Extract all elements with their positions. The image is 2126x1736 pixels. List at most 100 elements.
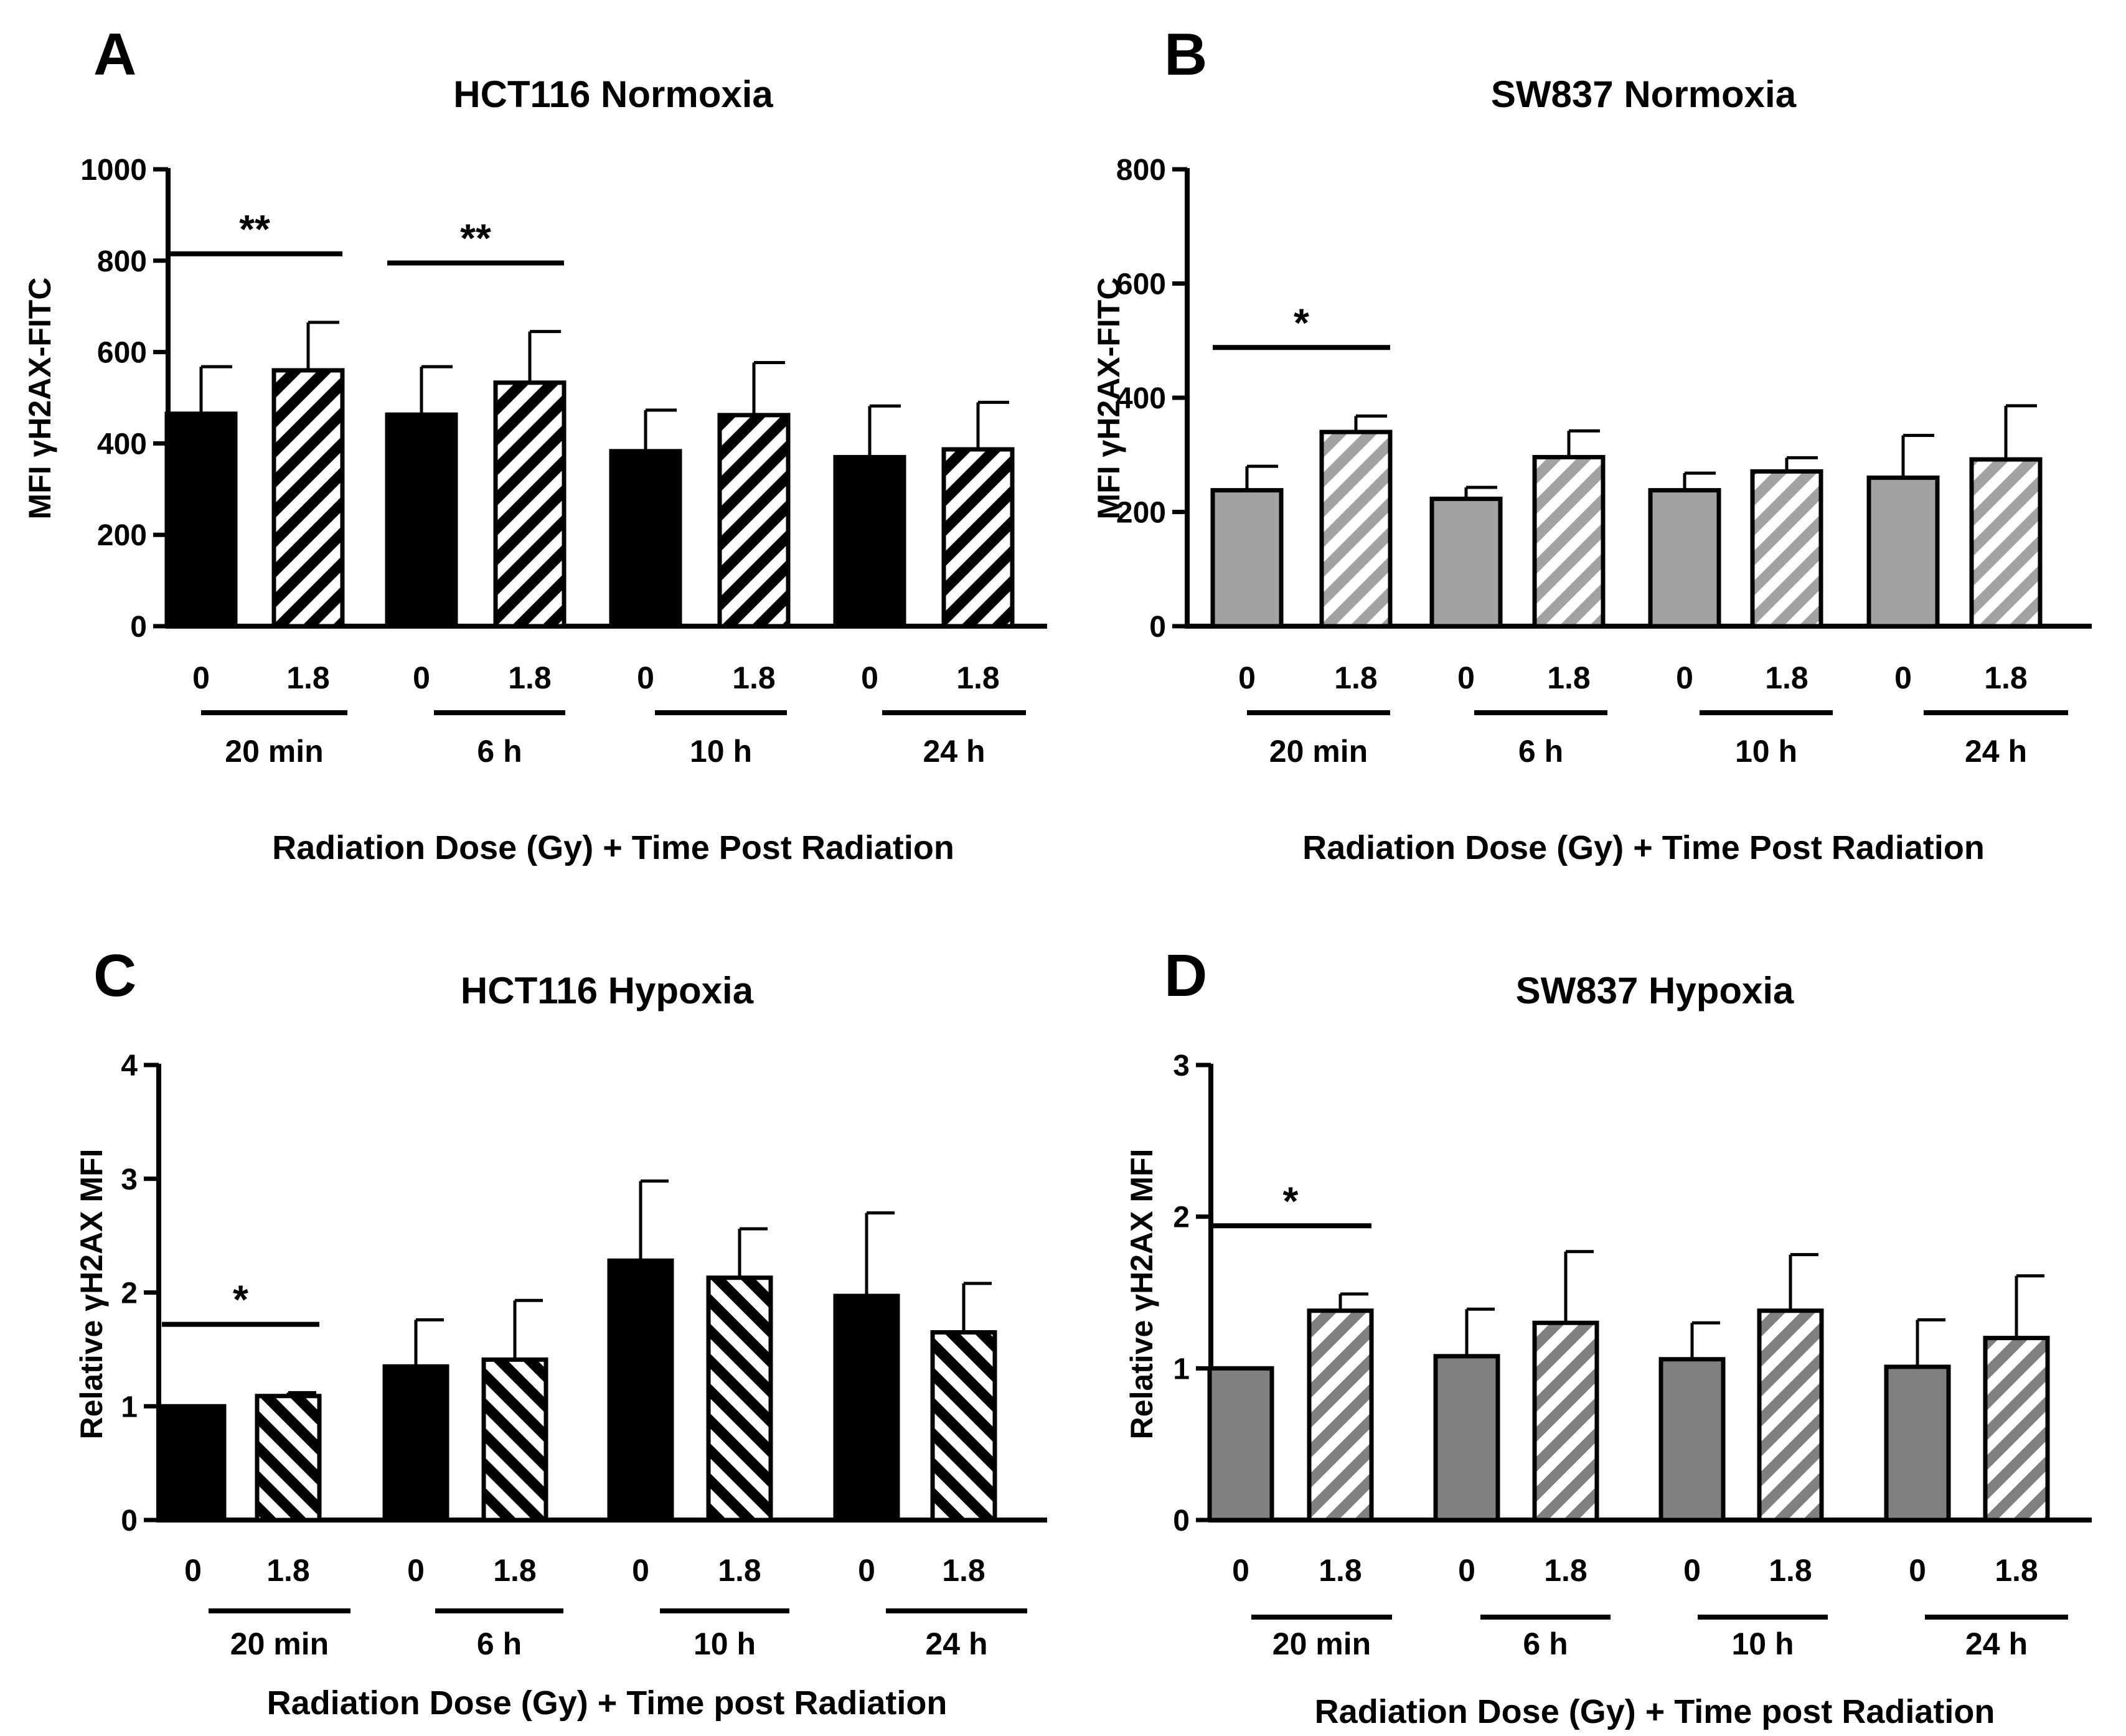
x-tick-label: 1.8 — [1995, 1553, 2038, 1588]
bar-dose-0 — [382, 1364, 449, 1523]
y-tick-label: 600 — [1116, 268, 1166, 301]
bar-dose-0 — [1648, 488, 1721, 629]
x-axis-label: Radiation Dose (Gy) + Time Post Radiatio… — [1302, 829, 1985, 866]
significance-label: ** — [239, 207, 270, 251]
chart-title: SW837 Normoxia — [1491, 73, 1797, 115]
y-tick-label: 200 — [97, 519, 147, 552]
group-label: 20 min — [1272, 1626, 1371, 1661]
chart-title: HCT116 Normoxia — [453, 73, 773, 115]
bar-dose-0 — [1658, 1357, 1726, 1523]
bar-dose-1-8 — [717, 413, 791, 629]
x-axis-label: Radiation Dose (Gy) + Time post Radiatio… — [1315, 1693, 1995, 1730]
bar-dose-0 — [385, 412, 458, 629]
y-tick-label: 4 — [121, 1049, 138, 1082]
x-tick-label: 1.8 — [508, 660, 552, 695]
group-label: 20 min — [225, 734, 323, 769]
x-tick-label: 0 — [861, 660, 878, 695]
x-tick-label: 0 — [1458, 1553, 1475, 1588]
bar-dose-0 — [1207, 1366, 1274, 1523]
x-tick-label: 0 — [413, 660, 430, 695]
x-tick-label: 0 — [192, 660, 210, 695]
bar-dose-0 — [1884, 1364, 1951, 1523]
x-tick-label: 1.8 — [493, 1553, 537, 1588]
x-tick-label: 1.8 — [1984, 660, 2028, 695]
x-tick-label: 0 — [1457, 660, 1475, 695]
x-tick-label: 1.8 — [942, 1553, 985, 1588]
bar-dose-1-8 — [1750, 469, 1823, 629]
x-tick-label: 0 — [407, 1553, 425, 1588]
x-tick-label: 1.8 — [1544, 1553, 1587, 1588]
bar-dose-0 — [607, 1258, 674, 1523]
bar-dose-1-8 — [255, 1394, 322, 1523]
y-tick-label: 1 — [1173, 1353, 1190, 1386]
panel-letter: C — [93, 942, 136, 1009]
y-tick-label: 400 — [97, 428, 147, 461]
x-tick-label: 0 — [1676, 660, 1693, 695]
x-tick-label: 1.8 — [286, 660, 330, 695]
group-label: 6 h — [477, 1626, 522, 1661]
panel-c: C HCT116 Hypoxia 0 1 2 3 4 Relative γH2AX MFI 0 1… — [74, 942, 1047, 1722]
x-tick-label: 1.8 — [266, 1553, 310, 1588]
x-tick-label: 0 — [1232, 1553, 1249, 1588]
group-label: 10 h — [690, 734, 752, 769]
x-tick-label: 1.8 — [1765, 660, 1809, 695]
y-tick-label: 2 — [121, 1277, 138, 1310]
y-tick-label: 3 — [121, 1163, 138, 1196]
bar-dose-1-8 — [481, 1357, 548, 1523]
x-tick-label: 1.8 — [1319, 1553, 1362, 1588]
y-tick-label: 2 — [1173, 1201, 1190, 1234]
x-axis-label: Radiation Dose (Gy) + Time Post Radiatio… — [272, 829, 954, 866]
bar-dose-0 — [609, 449, 682, 629]
bar-dose-0 — [1866, 475, 1940, 629]
bar-dose-0 — [159, 1404, 227, 1523]
y-tick-label: 800 — [1116, 154, 1166, 187]
x-tick-label: 0 — [1894, 660, 1912, 695]
group-label: 10 h — [694, 1626, 756, 1661]
y-tick-label: 0 — [121, 1504, 138, 1537]
chart-title: SW837 Hypoxia — [1516, 970, 1794, 1011]
bar-dose-1-8 — [1532, 1320, 1599, 1523]
bar-dose-0 — [1433, 1354, 1500, 1523]
x-tick-label: 1.8 — [1769, 1553, 1812, 1588]
y-axis-label: MFI γH2AX-FITC — [1091, 278, 1126, 520]
y-axis-label: Relative γH2AX MFI — [1124, 1149, 1159, 1440]
y-axis-label: Relative γH2AX MFI — [74, 1149, 109, 1440]
bar-dose-1-8 — [1983, 1336, 2050, 1523]
significance-label: * — [233, 1277, 248, 1322]
y-axis-label: MFI γH2AX-FITC — [22, 278, 57, 520]
bar-dose-0 — [1429, 496, 1503, 629]
x-tick-label: 0 — [632, 1553, 649, 1588]
x-tick-label: 0 — [1238, 660, 1256, 695]
bar-dose-1-8 — [941, 447, 1015, 629]
group-label: 24 h — [923, 734, 985, 769]
group-label: 6 h — [1523, 1626, 1568, 1661]
x-tick-label: 1.8 — [732, 660, 776, 695]
significance-label: * — [1283, 1178, 1299, 1223]
x-tick-label: 1.8 — [1334, 660, 1378, 695]
group-label: 6 h — [477, 734, 522, 769]
y-tick-label: 0 — [1149, 611, 1166, 644]
x-tick-label: 0 — [637, 660, 654, 695]
significance-label: * — [1294, 300, 1309, 345]
y-tick-label: 0 — [130, 611, 147, 644]
panel-letter: D — [1164, 942, 1207, 1009]
bar-dose-1-8 — [1532, 454, 1606, 629]
x-tick-label: 0 — [858, 1553, 875, 1588]
y-tick-label: 600 — [97, 337, 147, 370]
panel-b: B SW837 Normoxia 0 200 400 600 800 MFI γH2AX-FI… — [1091, 21, 2092, 866]
bar-dose-1-8 — [1307, 1308, 1374, 1523]
y-tick-label: 400 — [1116, 382, 1166, 415]
bar-dose-1-8 — [1319, 429, 1393, 629]
y-tick-label: 200 — [1116, 497, 1166, 530]
x-tick-label: 0 — [1909, 1553, 1926, 1588]
group-label: 20 min — [230, 1626, 329, 1661]
y-tick-label: 1 — [121, 1391, 138, 1424]
group-label: 10 h — [1731, 1626, 1794, 1661]
bar-dose-1-8 — [706, 1275, 773, 1523]
x-tick-label: 1.8 — [718, 1553, 761, 1588]
significance-label: ** — [460, 215, 491, 260]
bar-dose-1-8 — [1969, 457, 2043, 629]
bar-dose-1-8 — [930, 1330, 997, 1523]
group-label: 20 min — [1269, 734, 1368, 769]
